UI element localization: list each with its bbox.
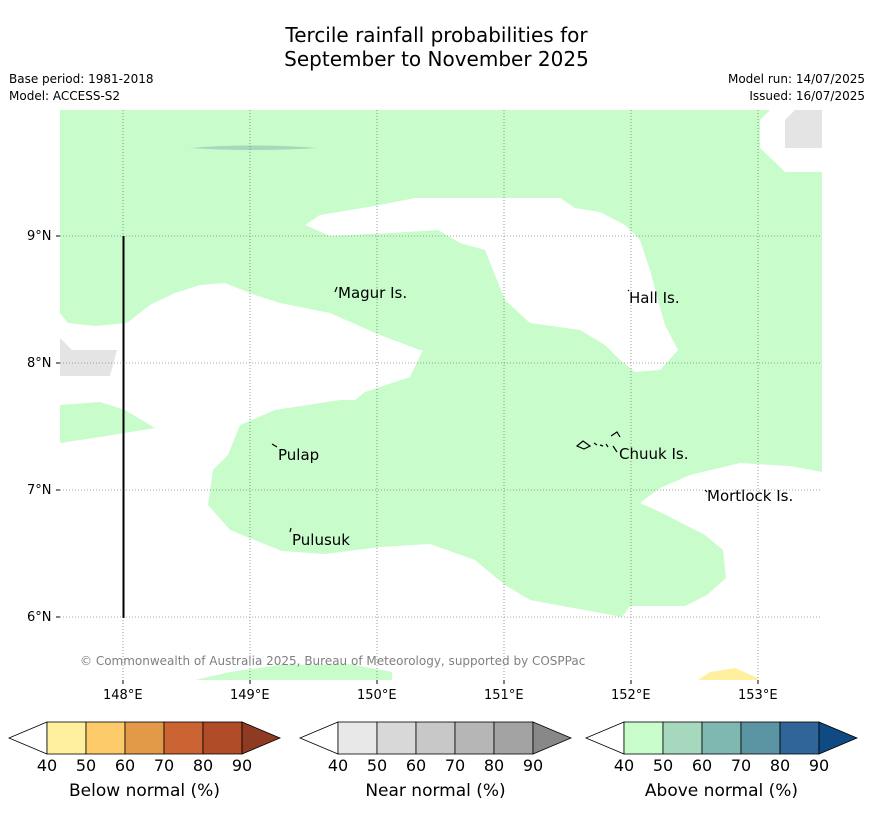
title-line-2: September to November 2025	[284, 47, 589, 71]
legend-swatch	[701, 721, 742, 755]
legend-swatch	[740, 721, 781, 755]
legend-swatch	[46, 721, 87, 755]
place-label: Magur Is.	[338, 284, 408, 302]
legend-tick-label: 50	[652, 756, 674, 775]
lat-tick-label: 7°N	[27, 483, 52, 498]
white-area	[305, 198, 678, 372]
lon-tick-label: 151°E	[484, 688, 524, 703]
legend-triangle-high	[532, 721, 573, 755]
lon-tick-label: 148°E	[103, 688, 143, 703]
place-label: Pulusuk	[292, 531, 350, 549]
below-normal-region	[698, 668, 758, 680]
place-label: Hall Is.	[629, 289, 680, 307]
legend-tick-label: 50	[366, 756, 388, 775]
legend-tick-label: 90	[231, 756, 253, 775]
copyright-notice: © Commonwealth of Australia 2025, Bureau…	[80, 654, 586, 668]
issued-date: Issued: 16/07/2025	[749, 89, 865, 103]
legend-swatch	[163, 721, 204, 755]
above-normal-region	[60, 110, 68, 320]
legend-tick-label: 40	[327, 756, 349, 775]
legend-tick-label: 80	[769, 756, 791, 775]
legend-swatch	[124, 721, 165, 755]
above-normal-region	[195, 664, 392, 680]
near-normal-region	[785, 110, 822, 148]
legend-triangle-low	[584, 721, 625, 755]
legend-tick-label: 70	[730, 756, 752, 775]
lat-tick-label: 8°N	[27, 356, 52, 371]
lon-tick-label: 152°E	[611, 688, 651, 703]
legend-triangle-high	[818, 721, 859, 755]
legend-title: Near normal (%)	[365, 781, 506, 801]
above-normal-region-50	[190, 145, 318, 150]
lat-tick-label: 6°N	[27, 610, 52, 625]
above-normal-region	[60, 402, 155, 443]
legend-tick-label: 40	[613, 756, 635, 775]
legend-title: Above normal (%)	[644, 781, 799, 801]
lat-tick-label: 9°N	[27, 229, 52, 244]
legend-tick-label: 70	[444, 756, 466, 775]
lon-tick-label: 150°E	[357, 688, 397, 703]
legend-swatch	[779, 721, 820, 755]
legend-swatch	[85, 721, 126, 755]
legend-title: Below normal (%)	[69, 781, 220, 801]
legend-swatch	[415, 721, 456, 755]
legend-swatch	[376, 721, 417, 755]
legend-tick-label: 40	[36, 756, 58, 775]
lon-tick-label: 153°E	[738, 688, 778, 703]
near-normal-region	[60, 338, 117, 376]
legend-swatch	[454, 721, 495, 755]
legend-triangle-high	[241, 721, 282, 755]
title-line-1: Tercile rainfall probabilities for	[285, 23, 588, 47]
place-label: Chuuk Is.	[619, 445, 689, 463]
tick-marks	[56, 235, 759, 684]
legend-tick-label: 60	[405, 756, 427, 775]
legend-tick-label: 90	[808, 756, 830, 775]
legend-triangle-low	[7, 721, 48, 755]
legend-tick-label: 60	[691, 756, 713, 775]
base-period: Base period: 1981-2018	[9, 72, 154, 86]
place-label: Mortlock Is.	[707, 487, 794, 505]
lon-tick-label: 149°E	[230, 688, 270, 703]
legend-tick-label: 80	[483, 756, 505, 775]
legend-tick-label: 90	[522, 756, 544, 775]
legend-tick-label: 80	[192, 756, 214, 775]
legend-swatch	[493, 721, 534, 755]
model-name: Model: ACCESS-S2	[9, 89, 121, 103]
legend-tick-label: 60	[114, 756, 136, 775]
legend-tick-label: 50	[75, 756, 97, 775]
place-label: Pulap	[278, 446, 320, 464]
model-run: Model run: 14/07/2025	[727, 72, 865, 86]
legend-swatch	[337, 721, 378, 755]
legend-swatch	[623, 721, 664, 755]
legend-tick-label: 70	[153, 756, 175, 775]
legend-swatch	[202, 721, 243, 755]
legend-swatch	[662, 721, 703, 755]
island-outlines	[271, 286, 708, 533]
legend-triangle-low	[298, 721, 339, 755]
